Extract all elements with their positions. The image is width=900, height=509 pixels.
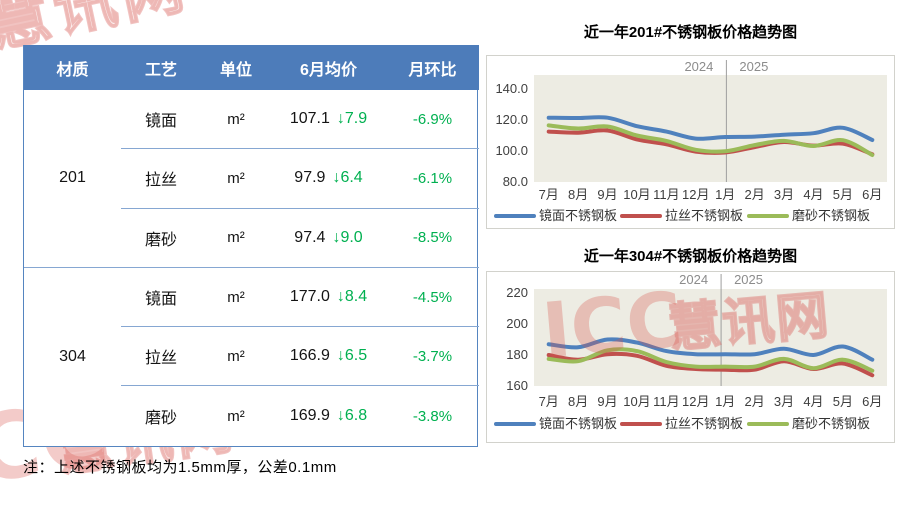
process-cell: 磨砂 (144, 410, 177, 428)
header-cell: 月环比 (386, 45, 479, 90)
mom-cell: -6.9% (386, 90, 479, 150)
chart2-panel: 2024 2025 160 180 200 220 7月 8月 9月 10月 11月 12月 1月 2月 3… (486, 271, 895, 443)
price-change-value: ↓8.4 (336, 288, 368, 306)
mom-cell: -4.5% (386, 268, 479, 328)
price-trend-chart-304: 2024 2025 160 180 200 220 7月 8月 9月 10月 11月 12月 1月 2月 3… (494, 272, 887, 431)
x-tick-label: 2月 (745, 394, 765, 409)
price-change-value: ↓6.8 (336, 407, 368, 425)
x-tick-label: 11月 (653, 187, 680, 202)
x-tick-label: 7月 (539, 394, 559, 409)
process-cell: 拉丝 (121, 149, 201, 209)
x-tick-label: 10月 (623, 394, 650, 409)
x-tick-label: 4月 (803, 394, 823, 409)
x-tick-label: 2月 (745, 187, 765, 202)
y-tick-label: 200 (506, 316, 528, 331)
avg-price-value: 97.9 (294, 169, 326, 187)
process-cell: 磨砂 (121, 209, 201, 268)
y-tick-label: 100.0 (495, 143, 528, 158)
unit-cell: m² (201, 268, 271, 328)
avg-price-cell: 97.9 ↓6.4 (271, 149, 386, 209)
material-cell: 201 (24, 90, 121, 268)
avg-price-cell: 166.9 ↓6.5 (271, 327, 386, 387)
y-tick-label: 180 (506, 347, 528, 362)
legend-label-2: 磨砂不锈钢板 (792, 416, 870, 431)
x-tick-label: 5月 (833, 187, 853, 202)
process-cell: 拉丝 (121, 327, 201, 387)
footnote: 注：上述不锈钢板均为1.5mm厚，公差0.1mm (23, 459, 337, 476)
unit-cell: m² (201, 149, 271, 209)
price-table: 材质 工艺 单位 6月均价 月环比 201 镜面 m² 107.1 ↓7.9 -6.9% 拉丝 m² 97… (23, 45, 479, 447)
avg-price-cell: 169.9 ↓6.8 (271, 386, 386, 445)
mom-cell: -8.5% (386, 209, 479, 268)
chart2-title: 近一年304#不锈钢板价格趋势图 (583, 248, 798, 265)
mom-cell: -3.8% (412, 407, 453, 425)
header-cell: 工艺 (121, 45, 201, 90)
x-tick-label: 3月 (774, 394, 794, 409)
y-tick-label: 160 (506, 378, 528, 393)
avg-price-value: 97.4 (294, 228, 326, 246)
x-tick-label: 1月 (715, 187, 735, 202)
x-tick-label: 8月 (568, 394, 588, 409)
x-tick-label: 12月 (682, 187, 709, 202)
process-cell: 镜面 (121, 268, 201, 328)
x-tick-label: 5月 (833, 394, 853, 409)
x-tick-label: 1月 (715, 394, 735, 409)
x-tick-label: 8月 (568, 187, 588, 202)
series-line-0 (546, 115, 875, 142)
x-tick-label: 3月 (774, 187, 794, 202)
unit-cell: m² (201, 327, 271, 387)
year-label-left: 2024 (684, 59, 713, 74)
year-label-left: 2024 (679, 272, 708, 287)
mom-cell: -6.1% (386, 149, 479, 209)
header-cell: 6月均价 (271, 45, 386, 90)
avg-price-value: 169.9 (289, 407, 330, 425)
x-tick-label: 9月 (597, 394, 617, 409)
year-label-right: 2025 (739, 59, 768, 74)
avg-price-cell: 97.4 ↓9.0 (271, 209, 386, 268)
x-tick-label: 9月 (597, 187, 617, 202)
price-change-value: ↓9.0 (332, 228, 363, 246)
price-change-value: ↓6.4 (332, 169, 363, 187)
y-tick-label: 220 (506, 285, 528, 300)
x-tick-label: 10月 (623, 187, 650, 202)
legend-label-1: 拉丝不锈钢板 (665, 208, 743, 223)
legend-label-0: 镜面不锈钢板 (539, 208, 617, 223)
x-tick-label: 6月 (862, 187, 882, 202)
y-tick-label: 140.0 (495, 81, 528, 96)
legend-label-2: 磨砂不锈钢板 (792, 208, 870, 223)
avg-price-cell: 177.0 ↓8.4 (271, 268, 386, 328)
chart1-panel: 2024 2025 80.0 100.0 120.0 140.0 7月 8月 9月 10月 11月 1… (486, 55, 895, 229)
price-change-value: ↓7.9 (336, 110, 368, 128)
x-tick-label: 12月 (682, 394, 709, 409)
series-line-2 (546, 123, 875, 157)
header-cell: 材质 (24, 45, 121, 90)
avg-price-value: 107.1 (289, 110, 330, 128)
x-tick-label: 4月 (803, 187, 823, 202)
unit-cell: m² (201, 209, 271, 268)
unit-cell: m² (201, 90, 271, 150)
x-tick-label: 11月 (653, 394, 680, 409)
avg-price-value: 166.9 (289, 347, 330, 365)
price-change-value: ↓6.5 (336, 347, 368, 365)
mom-cell: -3.7% (386, 327, 479, 387)
avg-price-cell: 107.1 ↓7.9 (271, 90, 386, 150)
material-cell: 304 (59, 347, 86, 365)
series-line-0 (546, 337, 875, 362)
legend-label-0: 镜面不锈钢板 (539, 416, 617, 431)
year-label-right: 2025 (734, 272, 763, 287)
y-tick-label: 120.0 (495, 112, 528, 127)
legend-label-1: 拉丝不锈钢板 (665, 416, 743, 431)
avg-price-value: 177.0 (289, 288, 330, 306)
x-tick-label: 7月 (539, 187, 559, 202)
process-cell: 镜面 (121, 90, 201, 150)
x-tick-label: 6月 (862, 394, 882, 409)
series-line-2 (546, 347, 875, 373)
unit-cell: m² (227, 407, 245, 425)
y-tick-label: 80.0 (503, 174, 528, 189)
chart1-title: 近一年201#不锈钢板价格趋势图 (583, 24, 798, 41)
header-cell: 单位 (201, 45, 271, 90)
